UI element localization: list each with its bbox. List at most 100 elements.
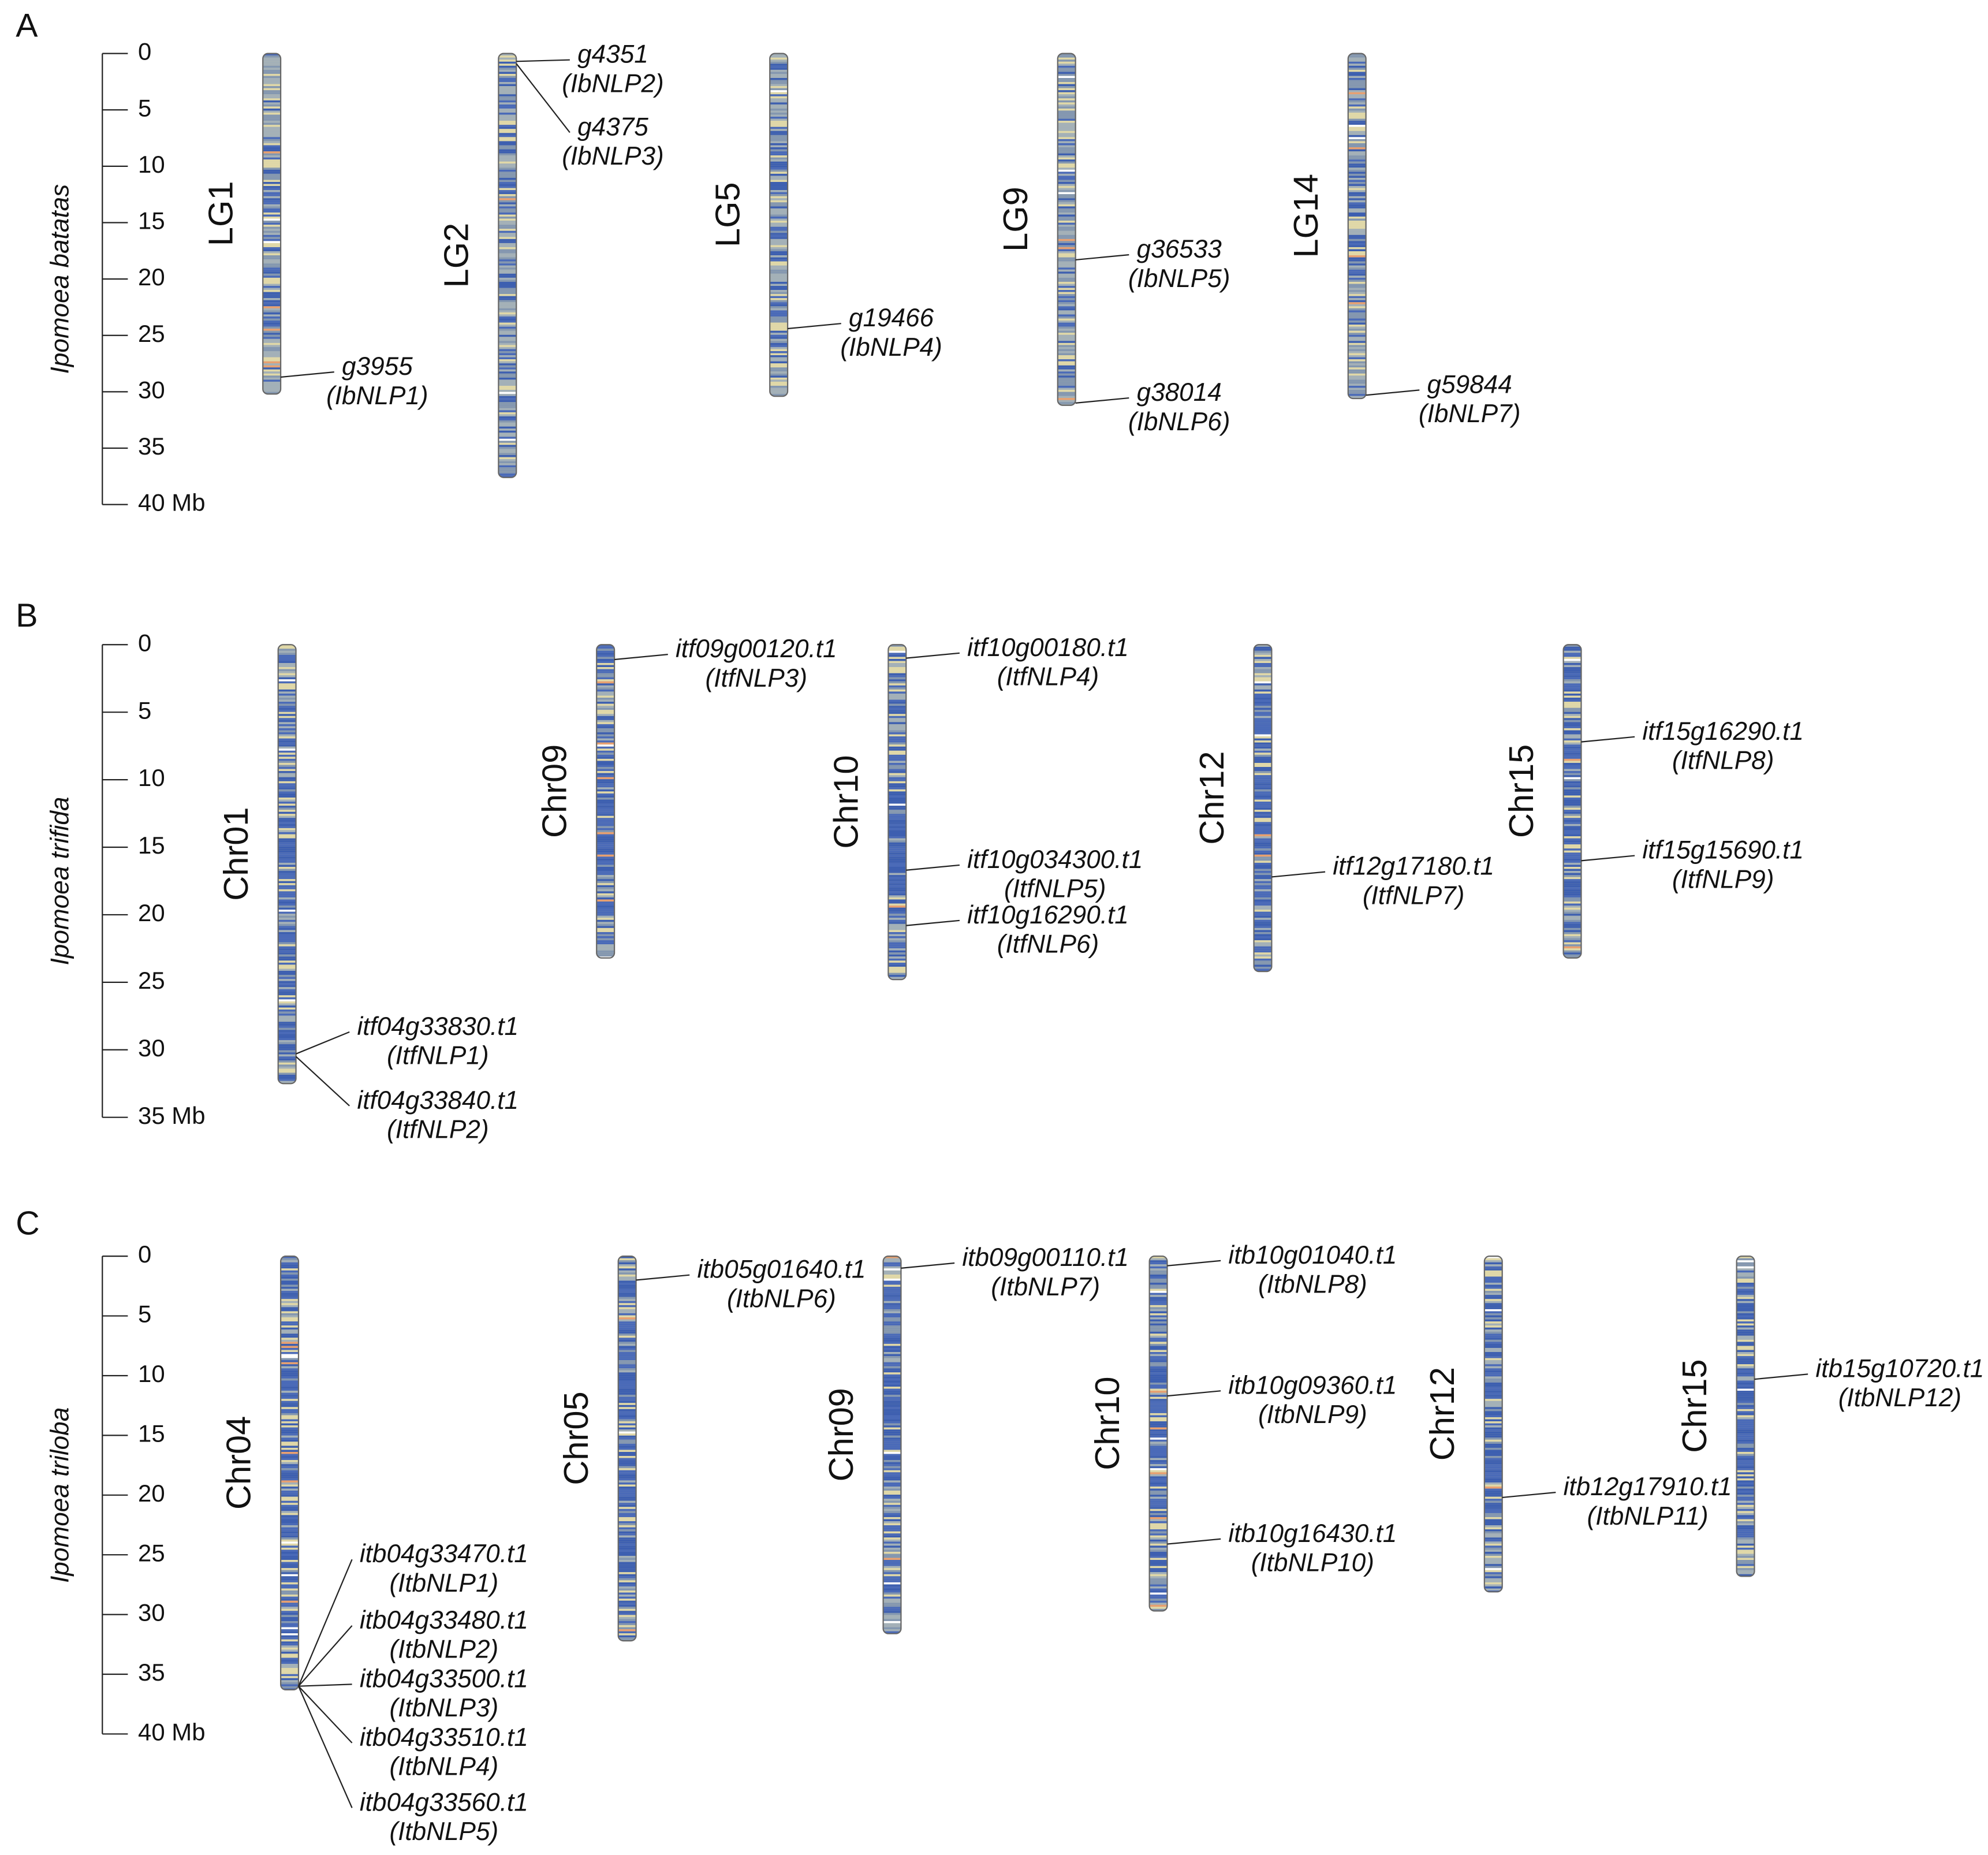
gene-alias: (ItbNLP12) bbox=[1838, 1384, 1961, 1412]
band bbox=[883, 1487, 901, 1489]
band bbox=[1254, 783, 1272, 785]
band bbox=[281, 1535, 299, 1538]
band bbox=[1348, 229, 1366, 231]
band bbox=[1484, 1551, 1502, 1554]
band bbox=[1736, 1466, 1755, 1469]
band bbox=[1149, 1360, 1168, 1362]
band bbox=[888, 901, 907, 904]
band bbox=[1484, 1433, 1502, 1436]
band bbox=[618, 1496, 636, 1499]
band bbox=[888, 919, 907, 922]
band bbox=[278, 818, 296, 820]
gene-alias: (ItbNLP7) bbox=[991, 1273, 1100, 1301]
band bbox=[1736, 1305, 1755, 1308]
band bbox=[1563, 858, 1582, 861]
band bbox=[1484, 1443, 1502, 1446]
band bbox=[888, 923, 907, 926]
band bbox=[770, 143, 788, 146]
band bbox=[1254, 836, 1272, 839]
band bbox=[618, 1387, 636, 1389]
band bbox=[618, 1313, 636, 1316]
band bbox=[596, 854, 615, 857]
band bbox=[883, 1329, 901, 1332]
band bbox=[596, 750, 615, 753]
band bbox=[883, 1525, 901, 1528]
band bbox=[498, 394, 517, 396]
band bbox=[263, 257, 281, 260]
band bbox=[278, 811, 296, 814]
band bbox=[1057, 226, 1076, 229]
band bbox=[278, 775, 296, 777]
band bbox=[596, 681, 615, 684]
band bbox=[1736, 1303, 1755, 1305]
band bbox=[1057, 126, 1076, 129]
band bbox=[281, 1264, 299, 1267]
band bbox=[770, 65, 788, 68]
band bbox=[618, 1415, 636, 1418]
band bbox=[1057, 208, 1076, 211]
band bbox=[1254, 811, 1272, 814]
band bbox=[1484, 1335, 1502, 1338]
band bbox=[1563, 883, 1582, 885]
band bbox=[888, 663, 907, 665]
band bbox=[770, 308, 788, 311]
band bbox=[1484, 1303, 1502, 1305]
band bbox=[498, 118, 517, 121]
band bbox=[618, 1417, 636, 1420]
band bbox=[1348, 200, 1366, 203]
band bbox=[883, 1572, 901, 1574]
band bbox=[770, 206, 788, 208]
band bbox=[278, 997, 296, 1000]
band bbox=[278, 1066, 296, 1069]
band bbox=[596, 744, 615, 747]
band bbox=[888, 698, 907, 700]
band bbox=[281, 1339, 299, 1342]
band bbox=[1254, 895, 1272, 897]
band bbox=[596, 789, 615, 792]
band bbox=[618, 1338, 636, 1340]
band bbox=[498, 445, 517, 447]
band bbox=[888, 846, 907, 849]
band bbox=[498, 357, 517, 360]
band bbox=[1563, 787, 1582, 789]
band bbox=[281, 1674, 299, 1677]
band bbox=[281, 1262, 299, 1265]
band bbox=[1736, 1392, 1755, 1395]
band bbox=[1348, 392, 1366, 394]
band bbox=[888, 718, 907, 720]
gene-leader bbox=[297, 1559, 353, 1687]
band bbox=[498, 449, 517, 451]
band bbox=[1484, 1580, 1502, 1582]
band bbox=[770, 173, 788, 176]
band bbox=[1736, 1476, 1755, 1478]
band bbox=[1348, 113, 1366, 115]
band bbox=[1348, 302, 1366, 304]
band bbox=[1149, 1480, 1168, 1482]
band bbox=[596, 728, 615, 731]
band bbox=[596, 732, 615, 735]
band bbox=[1736, 1521, 1755, 1524]
band bbox=[1348, 359, 1366, 362]
band bbox=[770, 259, 788, 262]
band bbox=[281, 1366, 299, 1369]
band bbox=[1057, 184, 1076, 187]
band bbox=[281, 1266, 299, 1269]
band bbox=[1149, 1452, 1168, 1454]
band bbox=[1149, 1380, 1168, 1383]
band bbox=[1057, 155, 1076, 158]
band bbox=[281, 1464, 299, 1466]
band bbox=[1254, 720, 1272, 722]
band bbox=[1736, 1562, 1755, 1565]
band bbox=[281, 1592, 299, 1595]
gene-alias: (ItfNLP6) bbox=[997, 930, 1099, 959]
band bbox=[883, 1431, 901, 1434]
band bbox=[1057, 86, 1076, 88]
band bbox=[618, 1478, 636, 1481]
band bbox=[1254, 750, 1272, 753]
band bbox=[1149, 1441, 1168, 1444]
gene-alias: (ItfNLP7) bbox=[1363, 881, 1464, 910]
band bbox=[770, 316, 788, 319]
bands bbox=[1563, 645, 1582, 958]
band bbox=[1057, 96, 1076, 99]
band bbox=[1736, 1495, 1755, 1497]
